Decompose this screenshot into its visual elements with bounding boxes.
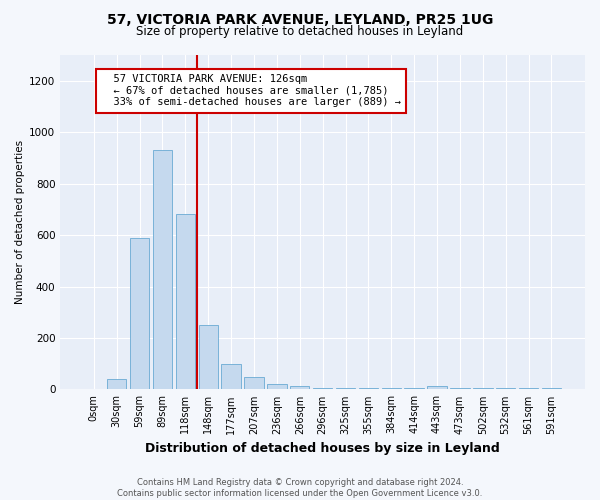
- Text: 57 VICTORIA PARK AVENUE: 126sqm
  ← 67% of detached houses are smaller (1,785)
 : 57 VICTORIA PARK AVENUE: 126sqm ← 67% of…: [101, 74, 401, 108]
- Bar: [450, 388, 470, 390]
- Bar: [427, 386, 447, 390]
- Bar: [496, 388, 515, 390]
- Bar: [359, 388, 378, 390]
- X-axis label: Distribution of detached houses by size in Leyland: Distribution of detached houses by size …: [145, 442, 500, 455]
- Bar: [244, 376, 264, 390]
- Bar: [107, 378, 127, 390]
- Text: Contains HM Land Registry data © Crown copyright and database right 2024.
Contai: Contains HM Land Registry data © Crown c…: [118, 478, 482, 498]
- Bar: [542, 388, 561, 390]
- Text: 57, VICTORIA PARK AVENUE, LEYLAND, PR25 1UG: 57, VICTORIA PARK AVENUE, LEYLAND, PR25 …: [107, 12, 493, 26]
- Text: Size of property relative to detached houses in Leyland: Size of property relative to detached ho…: [136, 25, 464, 38]
- Bar: [221, 364, 241, 390]
- Y-axis label: Number of detached properties: Number of detached properties: [15, 140, 25, 304]
- Bar: [267, 384, 287, 390]
- Bar: [313, 388, 332, 390]
- Bar: [199, 325, 218, 390]
- Bar: [519, 388, 538, 390]
- Bar: [382, 388, 401, 390]
- Bar: [336, 388, 355, 390]
- Bar: [153, 150, 172, 390]
- Bar: [176, 214, 195, 390]
- Bar: [473, 388, 493, 390]
- Bar: [290, 386, 310, 390]
- Bar: [404, 388, 424, 390]
- Bar: [130, 238, 149, 390]
